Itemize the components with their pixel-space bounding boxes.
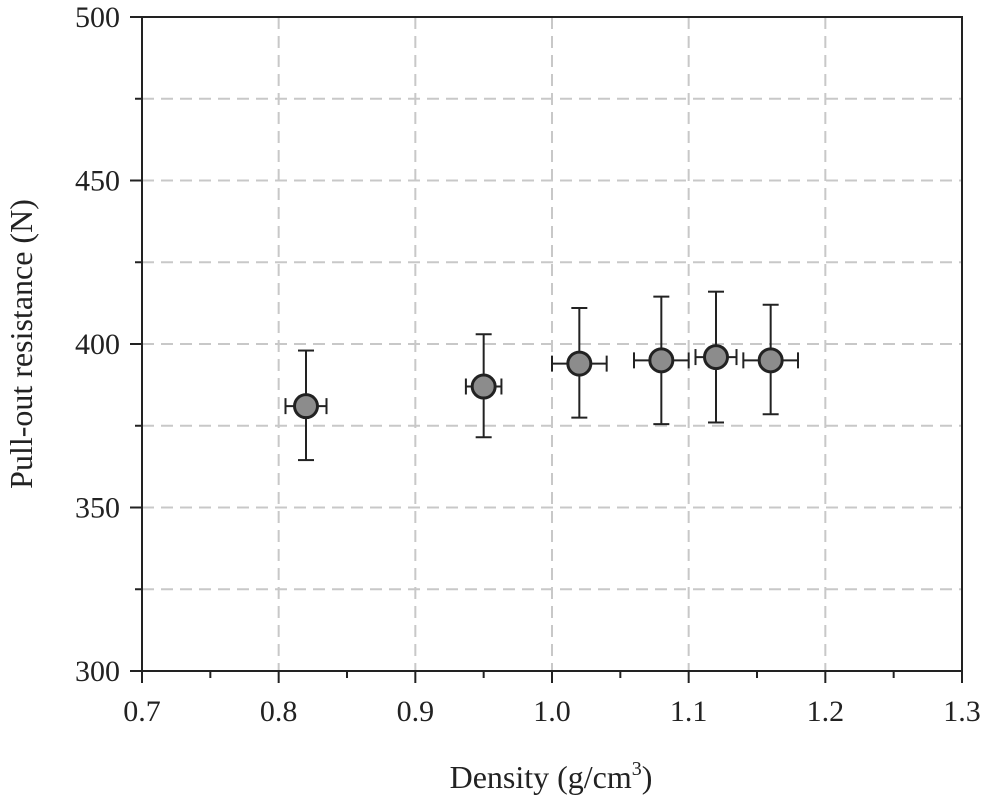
x-tick-label: 0.8	[260, 695, 298, 728]
plot-frame	[141, 16, 963, 672]
x-axis-title-main: Density (g/cm	[450, 759, 632, 795]
data-point-marker	[703, 344, 729, 371]
data-point-marker	[293, 393, 319, 420]
x-tick-label: 1.1	[670, 695, 708, 728]
x-axis-title-close: )	[642, 759, 653, 795]
y-tick-label: 350	[75, 492, 120, 525]
series-layer	[284, 290, 799, 462]
data-point-group	[464, 333, 503, 439]
data-point-marker	[648, 347, 675, 374]
x-tick-label: 1.2	[807, 695, 845, 728]
data-point-group	[694, 290, 738, 424]
x-tick-label: 1.0	[533, 695, 571, 728]
x-tick-label: 0.9	[397, 695, 435, 728]
tick-layer	[130, 16, 963, 683]
x-tick-label: 0.7	[123, 695, 161, 728]
x-axis-title: Density (g/cm3)	[450, 758, 653, 795]
y-tick-label: 400	[75, 328, 120, 361]
data-point-group	[284, 349, 328, 462]
y-axis-title: Pull-out resistance (N)	[3, 199, 39, 489]
data-point-group	[551, 307, 608, 419]
y-tick-label: 450	[75, 165, 120, 198]
x-tick-label: 1.3	[943, 695, 981, 728]
tick-label-layer: 0.7 0.8 0.9 1.0 1.1 1.2 1.3 300 350 400 450 500	[75, 1, 981, 728]
data-point-marker	[470, 373, 497, 400]
data-point-marker	[566, 350, 593, 377]
y-tick-label: 300	[75, 655, 120, 688]
data-point-marker	[757, 347, 784, 374]
data-point-group	[633, 295, 690, 426]
grid-layer	[142, 17, 962, 671]
y-tick-label: 500	[75, 1, 120, 34]
data-point-group	[742, 303, 799, 416]
x-axis-title-superscript: 3	[632, 758, 642, 780]
